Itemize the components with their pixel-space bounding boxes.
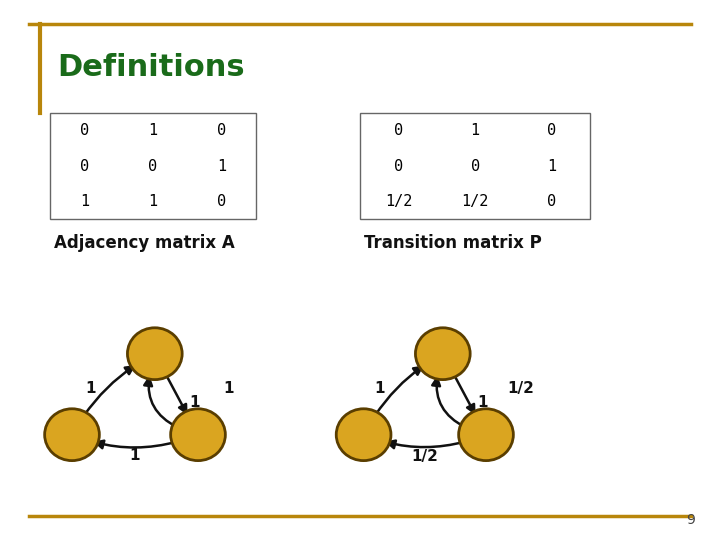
Ellipse shape <box>336 409 391 461</box>
Text: Transition matrix P: Transition matrix P <box>364 234 541 252</box>
Ellipse shape <box>127 328 182 380</box>
Text: 1: 1 <box>471 124 480 138</box>
Text: 1: 1 <box>85 381 96 396</box>
Text: 1: 1 <box>148 124 158 138</box>
Text: 1: 1 <box>130 448 140 463</box>
Text: 1: 1 <box>148 194 158 208</box>
Text: 0: 0 <box>547 194 557 208</box>
Text: 1: 1 <box>223 381 233 396</box>
Text: 0: 0 <box>148 159 158 173</box>
Ellipse shape <box>171 409 225 461</box>
Text: 9: 9 <box>686 512 695 526</box>
Text: 1/2: 1/2 <box>462 194 489 208</box>
Text: 1: 1 <box>477 395 487 410</box>
Ellipse shape <box>415 328 470 380</box>
Text: 1: 1 <box>374 381 384 396</box>
Text: 1: 1 <box>217 159 226 173</box>
Text: 0: 0 <box>80 124 89 138</box>
Ellipse shape <box>45 409 99 461</box>
Text: Definitions: Definitions <box>58 53 246 82</box>
Text: 1: 1 <box>189 395 199 410</box>
Text: 1/2: 1/2 <box>507 381 534 396</box>
Text: 0: 0 <box>547 124 557 138</box>
Text: 1/2: 1/2 <box>384 194 412 208</box>
Text: 1: 1 <box>80 194 89 208</box>
Text: 0: 0 <box>394 124 403 138</box>
Text: 0: 0 <box>394 159 403 173</box>
Text: 0: 0 <box>80 159 89 173</box>
Ellipse shape <box>459 409 513 461</box>
Text: 1: 1 <box>547 159 557 173</box>
Text: 0: 0 <box>217 194 226 208</box>
FancyBboxPatch shape <box>50 113 256 219</box>
Text: 0: 0 <box>217 124 226 138</box>
Text: 1/2: 1/2 <box>411 449 438 464</box>
Text: Adjacency matrix A: Adjacency matrix A <box>54 234 235 252</box>
Text: 0: 0 <box>471 159 480 173</box>
FancyBboxPatch shape <box>360 113 590 219</box>
